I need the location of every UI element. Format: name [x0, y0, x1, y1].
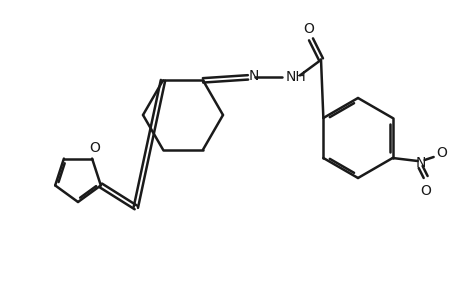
- Text: N: N: [414, 156, 425, 170]
- Text: O: O: [436, 146, 447, 160]
- Text: N: N: [248, 69, 259, 83]
- Text: O: O: [303, 22, 314, 36]
- Text: O: O: [419, 184, 430, 198]
- Text: O: O: [90, 141, 101, 154]
- Text: NH: NH: [285, 70, 306, 84]
